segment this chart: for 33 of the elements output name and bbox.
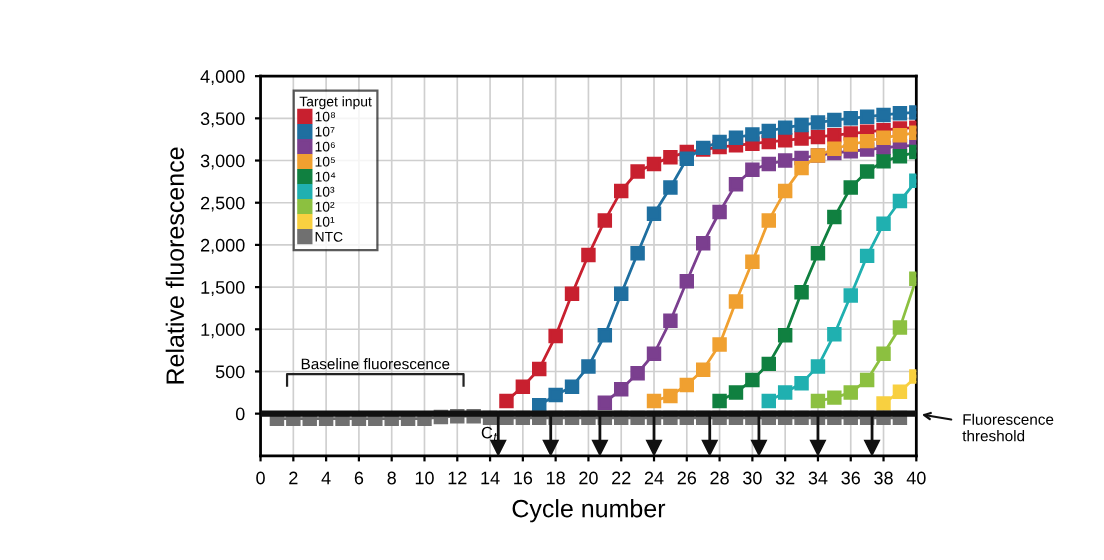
x-tick-label: 32: [775, 471, 795, 485]
x-tick-label: 40: [906, 471, 926, 485]
y-tick-label: 3,500: [200, 112, 245, 128]
x-tick-label: 12: [448, 471, 467, 485]
x-tick-label: 4: [321, 471, 331, 485]
x-tick-label: 8: [387, 471, 396, 485]
x-tick-label: 38: [874, 471, 893, 485]
x-tick-label: 30: [743, 471, 762, 485]
y-tick-label: 3,000: [200, 154, 245, 170]
y-tick-label: 2,000: [201, 238, 245, 254]
x-tick-label: 10: [415, 471, 434, 485]
y-tick-label: 0: [235, 407, 245, 421]
y-tick-label: 1,000: [201, 323, 245, 339]
x-tick-label: 0: [256, 471, 265, 485]
x-tick-label: 2: [289, 471, 298, 485]
x-tick-label: 24: [644, 471, 664, 485]
y-tick-label: 500: [215, 365, 245, 379]
x-tick-label: 6: [354, 471, 364, 485]
x-tick-label: 28: [710, 471, 729, 485]
x-tick-label: 34: [808, 471, 828, 485]
x-tick-label: 16: [514, 471, 533, 485]
annotation: C$_{t}$: [481, 426, 499, 442]
y-tick-label: 2,500: [201, 196, 245, 212]
x-tick-label: 36: [841, 471, 860, 485]
x-tick-label: 22: [612, 471, 631, 485]
x-tick-label: 26: [677, 471, 697, 485]
y-tick-label: 4,000: [200, 70, 245, 86]
x-tick-label: 14: [481, 471, 500, 485]
y-tick-label: 1,500: [201, 281, 245, 296]
y-axis-title: Relative fluorescence: [165, 147, 185, 384]
x-tick-label: 20: [579, 471, 598, 485]
x-tick-label: 18: [546, 471, 565, 485]
x-axis-title: Cycle number: [512, 499, 666, 523]
